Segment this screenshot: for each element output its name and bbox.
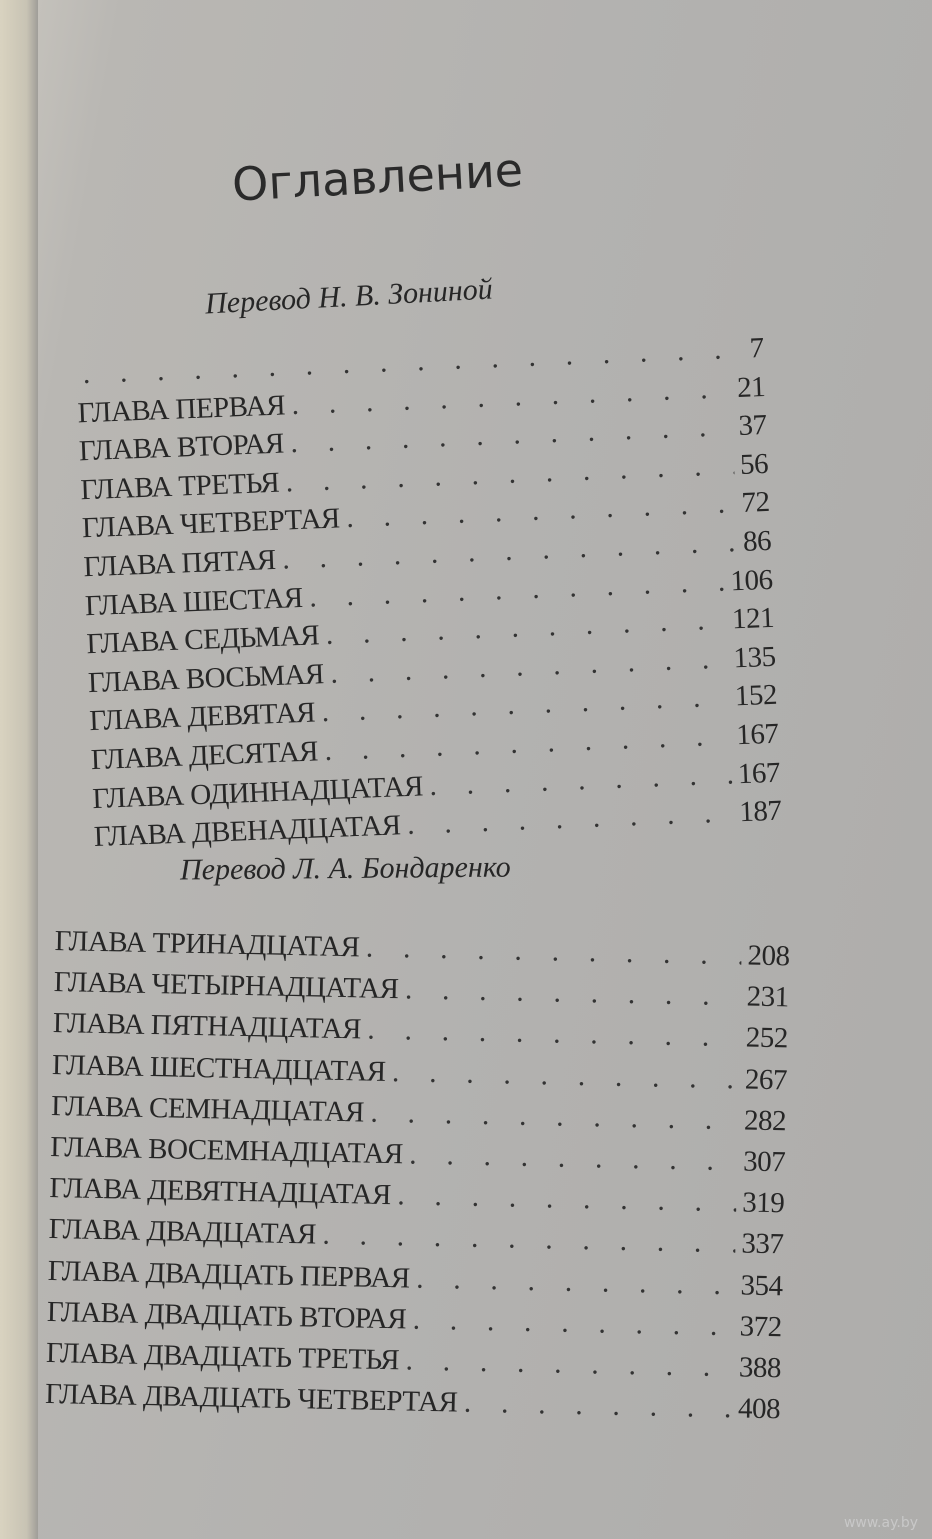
chapter-title: ГЛАВА ДВАДЦАТЬ ВТОРАЯ: [46, 1295, 407, 1336]
chapter-title: ГЛАВА ДЕВЯТНАДЦАТАЯ: [49, 1172, 392, 1212]
chapter-title: ГЛАВА ШЕСТНАДЦАТАЯ: [51, 1048, 386, 1088]
page-number: 282: [743, 1104, 787, 1138]
page-number: 56: [739, 447, 769, 481]
chapter-title: ГЛАВА ДВАДЦАТЬ ТРЕТЬЯ: [45, 1336, 400, 1377]
leader-dots: [370, 1097, 739, 1136]
leader-dots: [405, 1345, 733, 1383]
chapter-title: ГЛАВА ВОСЕМНАДЦАТАЯ: [50, 1130, 404, 1171]
watermark: www.ay.by: [843, 1515, 918, 1531]
page-number: 319: [742, 1186, 785, 1220]
page-number: 231: [746, 980, 789, 1014]
leader-dots: [322, 1220, 736, 1260]
chapter-title: ГЛАВА ТРИНАДЦАТАЯ: [54, 925, 360, 964]
page-number: 267: [744, 1063, 788, 1096]
page-number: 372: [739, 1310, 783, 1343]
chapter-title: ГЛАВА ТРЕТЬЯ: [79, 466, 280, 507]
chapter-title: ГЛАВА ДВАДЦАТАЯ: [48, 1213, 317, 1251]
page-number: 167: [737, 756, 781, 790]
leader-dots: [404, 975, 741, 1013]
section-2-translator: Перевод Л. А. Бондаренко: [179, 850, 511, 887]
leader-dots: [367, 1015, 741, 1054]
chapter-title: ГЛАВА ПЯТНАДЦАТАЯ: [52, 1007, 362, 1046]
page-number: 135: [732, 640, 777, 675]
page-number: 408: [737, 1392, 781, 1426]
page-title: Оглавление: [230, 142, 525, 212]
page-number: 106: [729, 563, 774, 597]
page-number: 152: [734, 679, 778, 713]
leader-dots: [365, 933, 742, 972]
chapter-title: ГЛАВА ВТОРАЯ: [78, 427, 285, 468]
page-number: 337: [741, 1227, 784, 1261]
leader-dots: [408, 1139, 737, 1177]
chapter-title: ГЛАВА ЧЕТЫРНАДЦАТАЯ: [53, 966, 399, 1006]
page-number: 7: [749, 332, 765, 365]
page-number: 252: [745, 1021, 789, 1055]
chapter-title: ГЛАВА ПЯТАЯ: [82, 543, 277, 584]
page-number: 86: [742, 524, 772, 558]
toc-section-1: 7 ГЛАВА ПЕРВАЯ 21 ГЛАВА ВТОРАЯ 37 ГЛАВА ТРЕТЬ…: [76, 332, 783, 860]
page-number: 72: [740, 486, 771, 520]
page-number: 167: [735, 717, 780, 752]
page-number: 388: [738, 1351, 782, 1385]
page-number: 307: [742, 1145, 786, 1179]
leader-dots: [463, 1388, 732, 1425]
leader-dots: [397, 1180, 737, 1218]
leader-dots: [391, 1057, 739, 1095]
page-number: 37: [737, 409, 768, 443]
chapter-title: ГЛАВА СЕМНАДЦАТАЯ: [50, 1089, 365, 1129]
leader-dots: [412, 1304, 734, 1342]
page-number: 354: [740, 1268, 783, 1302]
page-number: 121: [731, 601, 775, 636]
toc-section-2: ГЛАВА ТРИНАДЦАТАЯ 208 ГЛАВА ЧЕТЫРНАДЦАТАЯ 2…: [45, 925, 790, 1435]
chapter-title: ГЛАВА ДВАДЦАТЬ ПЕРВАЯ: [47, 1254, 410, 1295]
page-edge: [0, 0, 38, 1539]
chapter-title: ГЛАВА ШЕСТАЯ: [84, 581, 304, 622]
chapter-title: ГЛАВА ПЕРВАЯ: [76, 389, 286, 429]
page-number: 208: [747, 939, 790, 973]
page-number: 187: [738, 794, 783, 829]
page-number: 21: [736, 370, 766, 404]
leader-dots: [415, 1263, 735, 1301]
section-1-translator: Перевод Н. В. Зониной: [204, 272, 494, 321]
